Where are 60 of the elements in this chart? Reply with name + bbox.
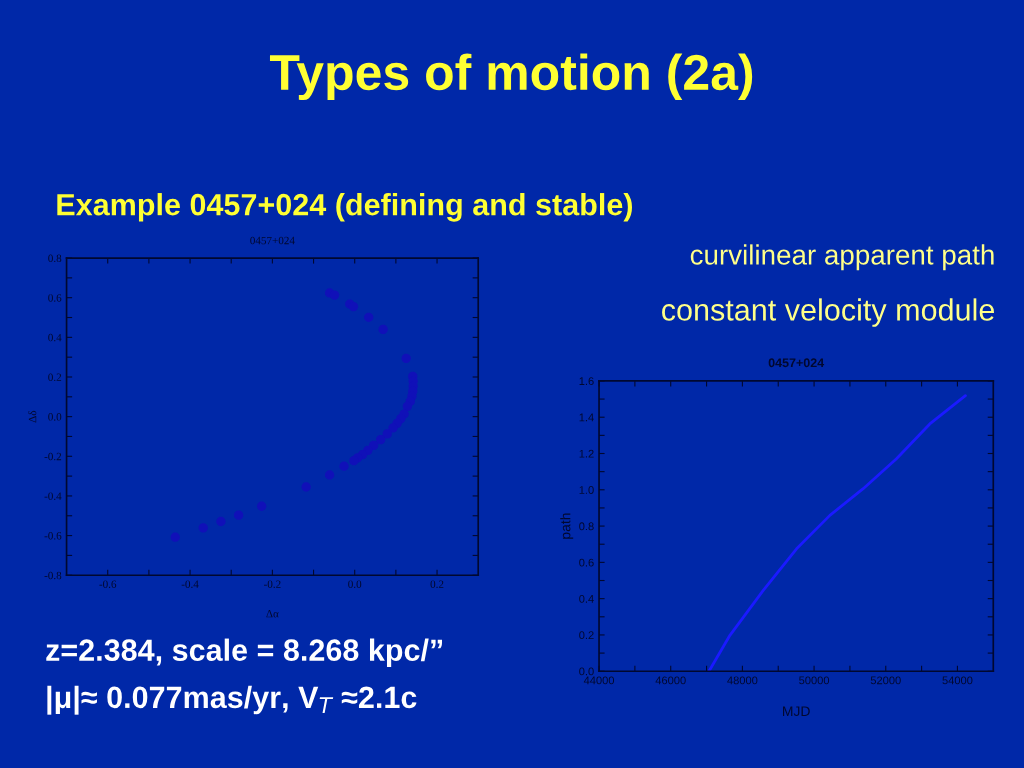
point [216,516,226,527]
x-tick-label: 54000 [942,676,973,685]
x-tick-label: 52000 [870,676,901,685]
point [198,523,208,533]
y-tick-label: 0.4 [579,594,594,603]
x-axis-title: MJD [783,706,810,717]
x-axis-title: Δα [266,609,279,618]
point [375,434,386,445]
x-tick-label: 0.2 [430,580,444,588]
text: Example 0457+024 (defining and stable) [57,193,632,222]
y-tick-label: 0.8 [48,254,62,263]
x-tick-label: 48000 [727,676,758,685]
y-tick-label: -0.4 [44,492,62,500]
y-tick-label: 1.4 [579,413,594,422]
point [401,353,411,364]
chart-title: 0457+024 [768,358,825,368]
x-tick-label: -0.4 [181,580,199,588]
x-tick-label: 44000 [583,676,615,685]
point [257,501,267,511]
point [170,532,180,542]
point [329,290,340,300]
point [233,510,244,520]
point [364,312,374,322]
point [388,423,398,433]
y-tick-label: 1.2 [579,449,594,458]
x-tick-label: 0.0 [348,580,362,588]
point [368,440,379,451]
y-axis-title: path [560,513,574,539]
y-tick-label: 0.2 [48,373,62,382]
point [378,324,388,335]
y-tick-label: 0.4 [48,333,62,342]
text: curvilinear apparent path [690,244,994,271]
line-series [707,394,967,672]
y-tick-label: 0.6 [48,294,62,302]
y-tick-label: 1.6 [579,377,594,386]
chart-title: 0457+024 [250,236,295,245]
y-tick-label: 0.8 [579,522,594,531]
y-tick-label: 0.6 [579,558,594,567]
x-tick-label: 46000 [655,676,686,685]
y-tick-label: -0.6 [44,532,62,540]
text: Types of motion (2a) [269,53,753,101]
point [324,470,335,480]
y-axis-title: Δδ [28,410,37,423]
x-tick-label: 50000 [799,676,830,685]
point [301,482,311,492]
y-tick-label: -0.2 [44,452,62,461]
y-tick-label: 0.0 [579,667,594,676]
text: |μ|≈ 0.077mas/yr, V$_{T}$ ≈2.1c [47,685,417,715]
point [402,401,413,411]
point [339,461,349,471]
text: constant velocity module [662,298,994,327]
y-tick-label: 1.0 [579,486,594,494]
x-tick-label: -0.6 [99,580,117,588]
y-tick-label: 0.0 [48,413,62,421]
y-tick-label: 0.2 [579,631,594,640]
point [349,455,359,466]
point [382,429,392,439]
text: z=2.384, scale = 8.268 kpc/” [46,638,443,668]
y-tick-label: -0.8 [44,571,62,580]
x-tick-label: -0.2 [264,580,281,588]
